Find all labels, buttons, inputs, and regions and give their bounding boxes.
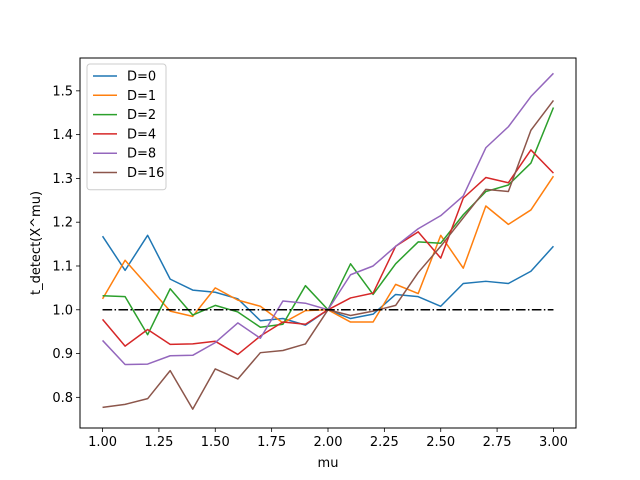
- legend-label: D=0: [127, 70, 156, 85]
- y-axis: 0.8 0.9 1.0 1.1 1.2 1.3 1.4 1.5: [52, 84, 80, 406]
- legend-label: D=2: [127, 108, 156, 123]
- y-tick-label: 1.4: [52, 128, 73, 143]
- x-tick-label: 2.25: [370, 435, 399, 450]
- y-tick-label: 1.0: [52, 303, 73, 318]
- legend-label: D=8: [127, 147, 156, 162]
- y-tick-label: 0.8: [52, 391, 73, 406]
- x-tick-label: 1.25: [144, 435, 173, 450]
- y-tick-label: 1.5: [52, 84, 73, 99]
- x-axis: 1.00 1.25 1.50 1.75 2.00 2.25 2.50 2.75 3.00: [88, 428, 568, 450]
- x-tick-label: 1.75: [257, 435, 286, 450]
- x-axis-label: mu: [318, 456, 339, 471]
- x-tick-label: 2.75: [483, 435, 512, 450]
- x-tick-label: 2.00: [314, 435, 343, 450]
- x-tick-label: 2.50: [426, 435, 455, 450]
- legend: D=0 D=1 D=2 D=4 D=8 D=16: [86, 63, 167, 191]
- y-tick-label: 1.1: [52, 259, 73, 274]
- legend-label: D=4: [127, 127, 156, 142]
- x-tick-label: 3.00: [539, 435, 568, 450]
- legend-label: D=1: [127, 89, 156, 104]
- x-tick-label: 1.50: [201, 435, 230, 450]
- y-tick-label: 1.3: [52, 172, 73, 187]
- x-tick-label: 1.00: [88, 435, 117, 450]
- y-axis-label: t_detect(X^mu): [29, 191, 44, 295]
- legend-label: D=16: [127, 166, 164, 181]
- y-tick-label: 0.9: [52, 347, 73, 362]
- y-tick-label: 1.2: [52, 216, 73, 231]
